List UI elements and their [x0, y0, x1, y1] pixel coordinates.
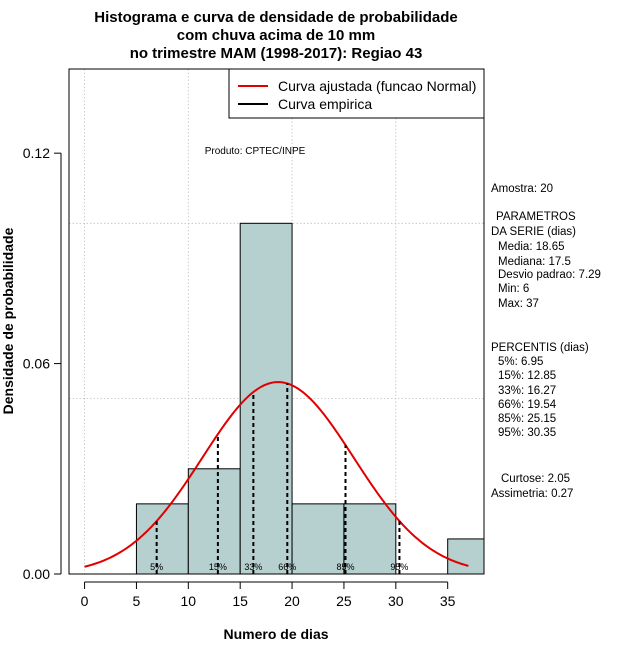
chart-title-line-1: Histograma e curva de densidade de proba…	[94, 9, 457, 26]
percentile-label: 95%	[390, 562, 408, 572]
x-tick-label: 10	[181, 593, 197, 609]
y-tick-label: 0.12	[23, 145, 50, 161]
stat-min: Min: 6	[498, 283, 530, 295]
product-annotation: Produto: CPTEC/INPE	[205, 146, 306, 157]
chart-title-line-3: no trimestre MAM (1998-2017): Regiao 43	[130, 45, 423, 62]
x-tick-label: 20	[284, 593, 300, 609]
y-axis-label: Densidade de probabilidade	[0, 227, 16, 414]
histogram-bar	[291, 503, 345, 574]
y-tick-label: 0.06	[23, 356, 50, 372]
stat-p15: 15%: 12.85	[498, 370, 557, 382]
stat-curtose: Curtose: 2.05	[501, 473, 571, 485]
stat-mediana: Mediana: 17.5	[498, 256, 571, 268]
percentile-label: 33%	[244, 562, 262, 572]
stat-p66: 66%: 19.54	[498, 399, 557, 411]
legend-label-normal: Curva ajustada (funcao Normal)	[278, 78, 476, 94]
x-tick-label: 25	[336, 593, 352, 609]
percentile-label: 5%	[150, 562, 163, 572]
x-tick-label: 15	[232, 593, 248, 609]
x-tick-label: 5	[133, 593, 141, 609]
histogram-bar	[239, 222, 293, 574]
y-tick-label: 0.00	[23, 566, 50, 582]
stat-p95: 95%: 30.35	[498, 427, 557, 439]
x-axis-label: Numero de dias	[223, 626, 328, 642]
histogram-bar	[343, 503, 397, 574]
stat-media: Media: 18.65	[498, 241, 565, 253]
x-tick-label: 30	[388, 593, 404, 609]
legend-label-empirical: Curva empirica	[278, 96, 372, 112]
x-axis: 0 5 10 15 20 25 30 35	[81, 581, 456, 609]
stat-p85: 85%: 25.15	[498, 413, 557, 425]
stat-p33: 33%: 16.27	[498, 385, 557, 397]
legend-box	[228, 68, 485, 119]
percentile-label: 85%	[336, 562, 354, 572]
stat-desvio: Desvio padrao: 7.29	[498, 269, 601, 281]
stat-max: Max: 37	[498, 298, 539, 310]
histogram-bar	[447, 538, 484, 574]
percentile-label: 15%	[209, 562, 227, 572]
normal-curve	[84, 381, 469, 568]
stat-amostra: Amostra: 20	[491, 183, 553, 195]
stat-assimetria: Assimetria: 0.27	[491, 488, 574, 500]
normal-curve-layer	[84, 381, 469, 568]
legend: Curva ajustada (funcao Normal) Curva emp…	[228, 68, 485, 119]
stat-params-header-2: DA SERIE (dias)	[491, 226, 576, 238]
percentile-layer: 5% 15% 33% 66% 85% 95%	[150, 383, 408, 574]
stat-p5: 5%: 6.95	[498, 356, 544, 368]
histogram-bars	[135, 222, 484, 574]
histogram-bar	[187, 468, 241, 574]
stat-params-header-1: PARAMETROS	[496, 211, 576, 223]
x-tick-label: 35	[440, 593, 456, 609]
y-axis: 0.00 0.06 0.12	[23, 145, 62, 582]
stat-percentis-header: PERCENTIS (dias)	[491, 342, 589, 354]
x-tick-label: 0	[81, 593, 89, 609]
chart-title-line-2: com chuva acima de 10 mm	[177, 27, 375, 44]
chart-title: Histograma e curva de densidade de proba…	[94, 9, 457, 62]
percentile-label: 66%	[278, 562, 296, 572]
